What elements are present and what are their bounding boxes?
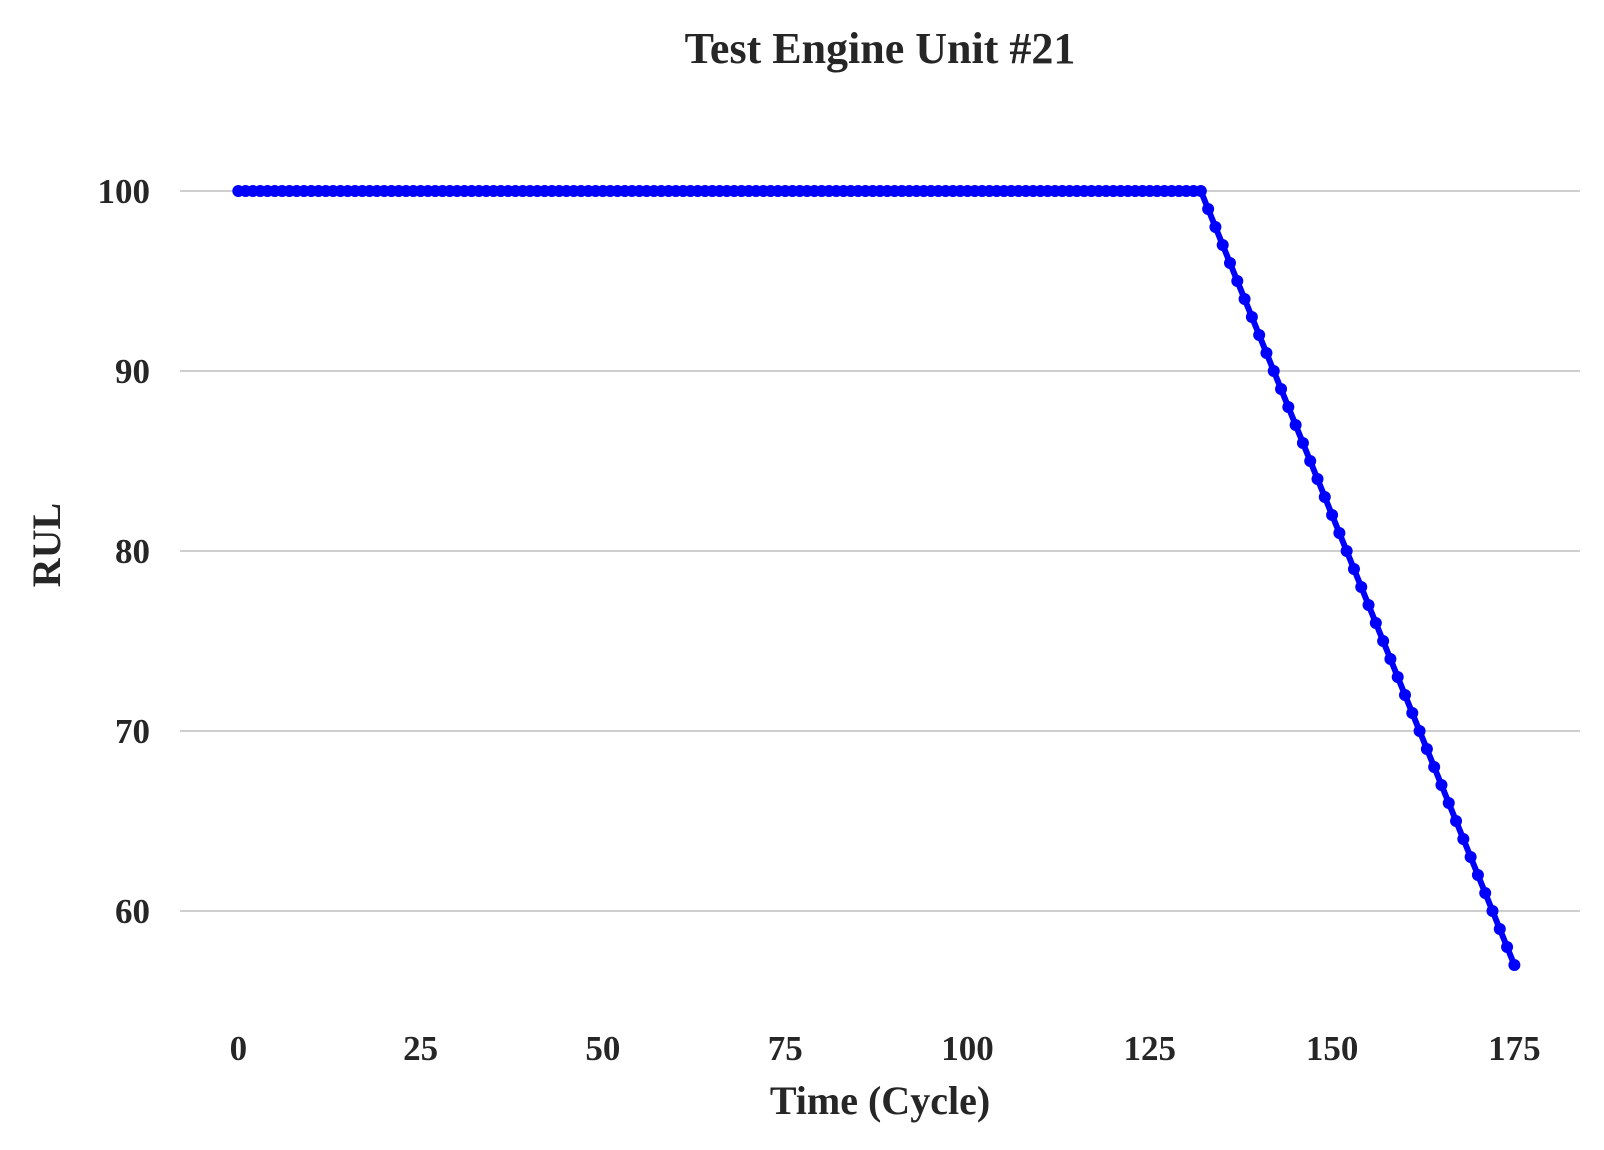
data-point bbox=[1413, 725, 1426, 737]
x-tick-0: 0 bbox=[230, 1029, 248, 1068]
data-point bbox=[1326, 509, 1339, 521]
data-point bbox=[1260, 347, 1273, 359]
data-point bbox=[1245, 311, 1258, 323]
series-rul bbox=[232, 185, 1521, 971]
y-tick-70: 70 bbox=[115, 712, 150, 751]
data-point bbox=[1479, 887, 1492, 899]
data-point bbox=[1384, 653, 1397, 665]
series-line bbox=[238, 188, 1518, 967]
data-point bbox=[1377, 635, 1390, 647]
y-tick-60: 60 bbox=[115, 892, 150, 931]
x-tick-175: 175 bbox=[1488, 1029, 1541, 1068]
data-point bbox=[1406, 707, 1419, 719]
y-axis-label: RUL bbox=[24, 503, 69, 587]
y-tick-90: 90 bbox=[115, 352, 150, 391]
data-point bbox=[1253, 329, 1266, 341]
data-point bbox=[1296, 437, 1309, 449]
data-point bbox=[1311, 473, 1324, 485]
data-point bbox=[1362, 599, 1375, 611]
data-point bbox=[1231, 275, 1244, 287]
data-point bbox=[1209, 221, 1222, 233]
data-point bbox=[1435, 779, 1448, 791]
data-point bbox=[1508, 959, 1521, 971]
data-point bbox=[1428, 761, 1441, 773]
data-point bbox=[1238, 293, 1251, 305]
data-point bbox=[1216, 239, 1229, 251]
x-axis-label: Time (Cycle) bbox=[770, 1078, 990, 1123]
grid-lines bbox=[180, 190, 1580, 912]
x-tick-75: 75 bbox=[768, 1029, 803, 1068]
series-points bbox=[232, 185, 1521, 971]
data-point bbox=[1399, 689, 1411, 701]
data-point bbox=[1202, 203, 1215, 215]
y-tick-labels: 60 70 80 90 100 bbox=[98, 172, 151, 931]
x-tick-labels: 0 25 50 75 100 125 150 175 bbox=[230, 1029, 1541, 1068]
data-point bbox=[1501, 941, 1514, 953]
data-point bbox=[1304, 455, 1317, 467]
y-tick-80: 80 bbox=[115, 532, 150, 571]
data-point bbox=[1355, 581, 1368, 593]
data-point bbox=[1289, 419, 1302, 431]
data-point bbox=[1340, 545, 1353, 557]
data-point bbox=[1267, 365, 1280, 377]
data-point bbox=[1194, 185, 1207, 197]
data-point bbox=[1420, 743, 1433, 755]
data-point bbox=[1442, 797, 1455, 809]
data-point bbox=[1282, 401, 1295, 413]
data-point bbox=[1457, 833, 1470, 845]
data-point bbox=[1369, 617, 1382, 629]
x-tick-125: 125 bbox=[1124, 1029, 1177, 1068]
x-tick-50: 50 bbox=[585, 1029, 620, 1068]
x-tick-150: 150 bbox=[1306, 1029, 1359, 1068]
data-point bbox=[1347, 563, 1360, 575]
data-point bbox=[1318, 491, 1331, 503]
y-tick-100: 100 bbox=[98, 172, 151, 211]
x-tick-25: 25 bbox=[403, 1029, 438, 1068]
data-point bbox=[1450, 815, 1463, 827]
data-point bbox=[1493, 923, 1506, 935]
data-point bbox=[1464, 851, 1477, 863]
data-point bbox=[1333, 527, 1346, 539]
data-point bbox=[1391, 671, 1404, 683]
data-point bbox=[1486, 905, 1499, 917]
data-point bbox=[1471, 869, 1484, 881]
data-point bbox=[1275, 383, 1288, 395]
x-tick-100: 100 bbox=[941, 1029, 994, 1068]
data-point bbox=[1224, 257, 1236, 269]
chart-title: Test Engine Unit #21 bbox=[685, 24, 1076, 73]
